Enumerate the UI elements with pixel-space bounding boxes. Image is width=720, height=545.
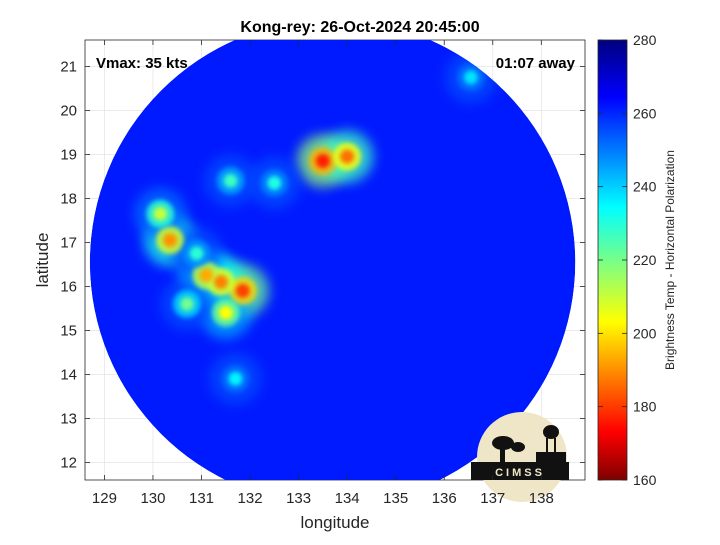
y-tick-label: 16 (60, 278, 77, 295)
chart-title: Kong-rey: 26-Oct-2024 20:45:00 (240, 19, 479, 36)
time-away-label: 01:07 away (496, 55, 576, 72)
colorbar-ticks: 160 180 200 220 240 260 280 (598, 32, 657, 488)
feature-core-9 (223, 173, 238, 188)
feature-core-2 (235, 283, 250, 298)
x-tick-label: 130 (140, 490, 165, 507)
feature-core-6 (153, 206, 168, 221)
colorbar-tick-label: 220 (633, 252, 657, 268)
feature-core-0 (315, 154, 330, 168)
feature-core-3 (213, 275, 228, 289)
x-axis-label: longitude (300, 513, 369, 532)
feature-core-7 (218, 305, 233, 320)
x-tick-label: 135 (383, 490, 408, 507)
feature-core-13 (189, 246, 204, 261)
cimss-logo: CIMSS (471, 412, 569, 502)
x-tick-label: 136 (432, 490, 457, 507)
building-icon (536, 452, 566, 462)
y-tick-label: 20 (60, 102, 77, 119)
y-tick-label: 13 (60, 410, 77, 427)
x-tick-label: 131 (189, 490, 214, 507)
swath-content (89, 40, 576, 480)
x-tick-label: 134 (335, 490, 360, 507)
y-tick-label: 15 (60, 322, 77, 339)
colorbar-tick-label: 180 (633, 399, 657, 415)
y-tick-label: 14 (60, 366, 77, 383)
colorbar-tick-label: 200 (633, 325, 657, 341)
y-tick-label: 21 (60, 58, 77, 75)
x-tick-label: 129 (92, 490, 117, 507)
colorbar-tick-label: 260 (633, 105, 657, 121)
y-tick-label: 12 (60, 454, 77, 471)
x-tick-label: 138 (529, 490, 554, 507)
feature-core-8 (179, 297, 194, 311)
feature-core-1 (340, 149, 355, 164)
colorbar-tick-label: 280 (633, 32, 657, 48)
logo-text: CIMSS (495, 467, 545, 479)
water-tower-icon (543, 425, 559, 439)
colorbar-tick-label: 160 (633, 472, 657, 488)
vmax-label: Vmax: 35 kts (96, 55, 188, 72)
satellite-dish-icon (492, 436, 514, 450)
feature-core-4 (199, 268, 214, 283)
swath-layer (89, 40, 576, 480)
y-axis-label: latitude (33, 233, 52, 288)
colorbar-tick-label: 240 (633, 179, 657, 195)
x-tick-label: 137 (480, 490, 505, 507)
feature-core-11 (463, 70, 478, 85)
y-axis-ticks: 12 13 14 15 16 17 18 19 20 21 (60, 58, 585, 471)
small-dish-icon (511, 442, 525, 452)
y-tick-label: 17 (60, 234, 77, 251)
feature-core-10 (267, 176, 282, 190)
y-tick-label: 19 (60, 146, 77, 163)
colorbar-label: Brightness Temp - Horizontal Polarizatio… (663, 150, 677, 370)
x-axis-ticks: 129 130 131 132 133 134 135 136 137 138 (92, 40, 554, 507)
logo-band (471, 462, 569, 480)
dish-mast-icon (500, 445, 505, 462)
x-tick-label: 132 (238, 490, 263, 507)
y-tick-label: 18 (60, 190, 77, 207)
feature-core-12 (228, 371, 243, 386)
x-tick-label: 133 (286, 490, 311, 507)
feature-core-5 (162, 233, 177, 248)
